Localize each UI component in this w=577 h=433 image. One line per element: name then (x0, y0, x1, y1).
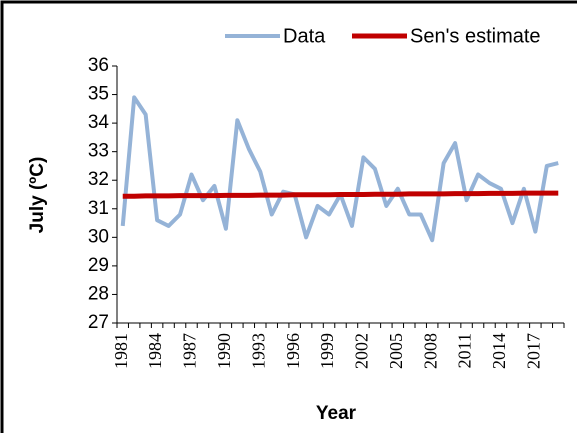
y-tick-label: 35 (88, 84, 109, 105)
x-tick-label: 1999 (317, 333, 337, 369)
y-tick-label: 31 (88, 198, 109, 219)
x-tick-label: 1990 (214, 333, 234, 369)
legend-label: Data (283, 25, 326, 47)
y-tick-label: 28 (88, 283, 109, 304)
data-line (120, 95, 559, 243)
x-tick-label: 1996 (283, 333, 303, 369)
x-tick-label: 2014 (489, 333, 509, 369)
x-tick-label: 2008 (420, 333, 440, 369)
y-tick-label: 33 (88, 141, 109, 162)
x-tick-label: 1981 (111, 333, 131, 369)
x-tick-label: 1987 (180, 333, 200, 369)
x-tick-label: 2011 (455, 333, 475, 368)
y-tick-label: 30 (88, 226, 109, 247)
y-tick-label: 32 (88, 169, 109, 190)
x-tick-label: 1984 (145, 333, 165, 369)
x-tick-label: 1993 (248, 333, 268, 369)
y-tick-label: 36 (88, 55, 109, 76)
x-tick-label: 2002 (352, 333, 372, 369)
x-tick-label: 2005 (386, 333, 406, 369)
x-axis-label: Year (316, 403, 357, 424)
x-tick-label: 2017 (523, 333, 543, 369)
legend-label: Sen's estimate (410, 25, 541, 47)
y-tick-label: 34 (88, 112, 110, 133)
y-tick-label: 29 (88, 255, 109, 276)
data-line (122, 190, 559, 199)
y-tick-label: 27 (88, 312, 109, 333)
y-axis-label: July (ºC) (27, 157, 48, 234)
